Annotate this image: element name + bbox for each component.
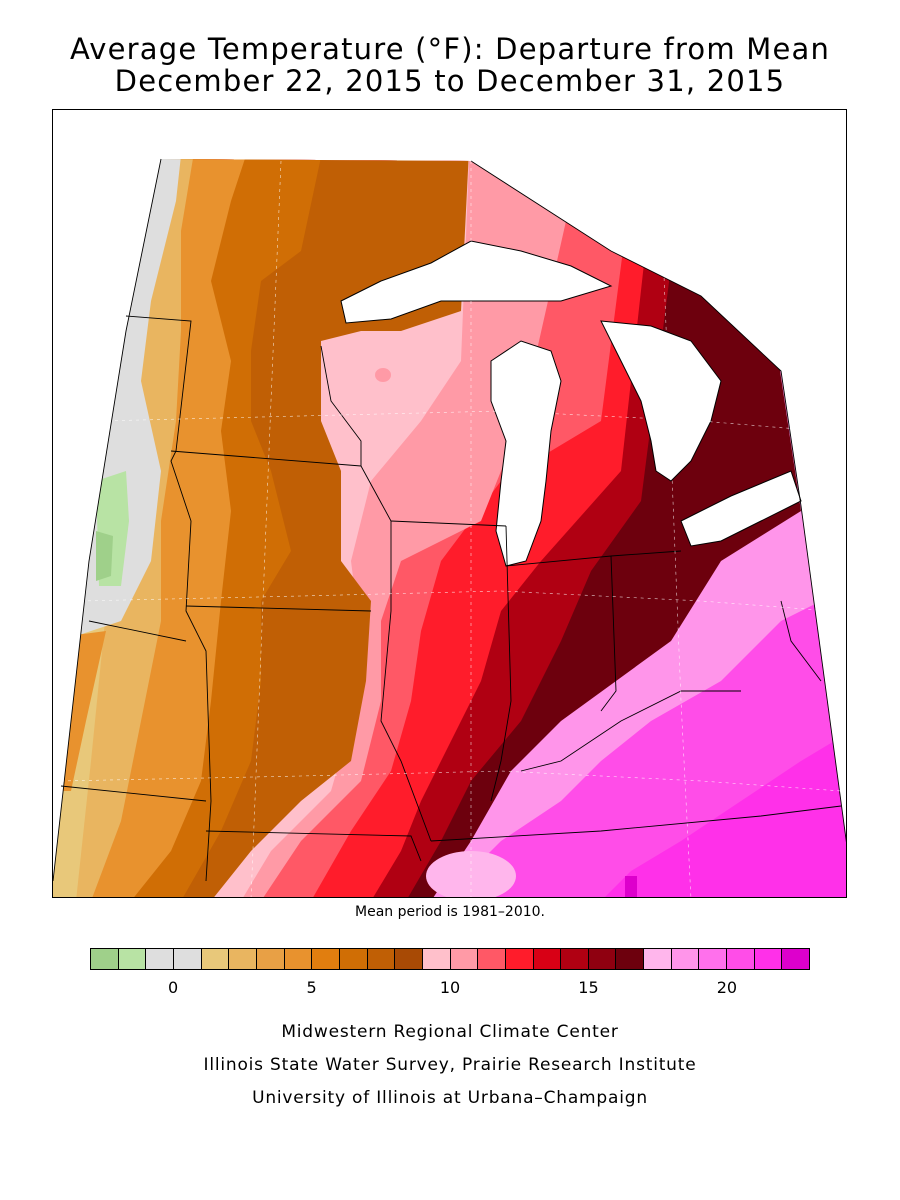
credit-line2: Illinois State Water Survey, Prairie Res… [203,1055,697,1075]
legend-swatch [284,949,313,969]
legend-swatch [450,949,479,969]
legend-swatch [118,949,147,969]
legend-tick-label: 20 [716,978,738,997]
legend-swatch [699,949,728,969]
legend-swatch [644,949,672,969]
legend-swatch [533,949,562,969]
color-legend [90,948,810,970]
legend-swatch [754,949,783,969]
legend-swatch [91,949,119,969]
legend-tick-label: 0 [167,978,179,997]
legend-tick-label: 10 [439,978,461,997]
legend-swatch [505,949,534,969]
map-title-line1: Average Temperature (°F): Departure from… [69,32,831,66]
great-lakes [340,240,802,567]
lat-lon-grid [60,160,842,897]
legend-swatch [671,949,700,969]
legend-swatch [201,949,230,969]
legend-swatch [312,949,340,969]
legend-swatch [395,949,423,969]
legend-swatch [229,949,257,969]
legend-tick-label: 15 [578,978,599,997]
legend-swatch [146,949,174,969]
legend-swatch [478,949,506,969]
temperature-departure-map [52,109,847,898]
legend-swatch [588,949,617,969]
mean-period-note: Mean period is 1981–2010. [355,904,545,920]
legend-swatch [339,949,368,969]
legend-swatch [422,949,451,969]
legend-swatch [727,949,755,969]
credit-line1: Midwestern Regional Climate Center [281,1022,619,1042]
legend-swatch [256,949,285,969]
credit-line3: University of Illinois at Urbana–Champai… [252,1088,648,1108]
legend-swatch [782,949,810,969]
legend-swatch [173,949,202,969]
legend-swatch [561,949,589,969]
legend-tick-label: 5 [306,978,317,997]
state-boundaries [53,158,846,882]
map-title-line2: December 22, 2015 to December 31, 2015 [114,64,786,98]
legend-swatch [616,949,645,969]
legend-swatch [367,949,396,969]
